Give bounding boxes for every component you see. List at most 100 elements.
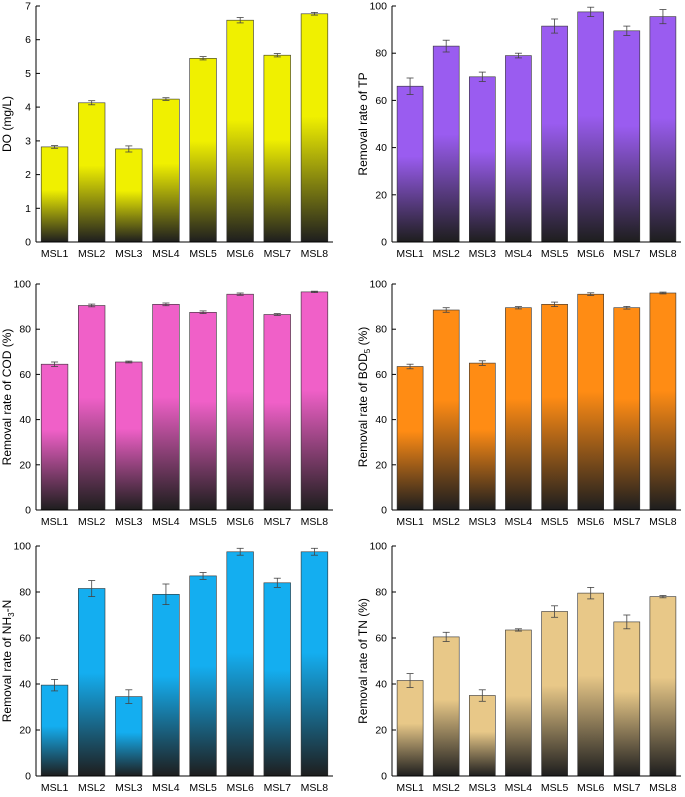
x-tick-label: MSL8 [649, 248, 677, 260]
error-bar-msl4 [514, 628, 522, 632]
error-bar-msl3 [478, 71, 486, 82]
bar-msl4 [505, 307, 532, 511]
bar-msl5 [541, 25, 568, 243]
bar-msl1 [40, 684, 69, 777]
error-bar-msl1 [406, 363, 414, 370]
error-bar-msl6 [587, 587, 595, 600]
error-bar-msl7 [273, 577, 281, 588]
error-bar-msl3 [478, 689, 486, 702]
bar-msl8 [300, 291, 329, 511]
x-tick-label: MSL6 [226, 516, 254, 528]
error-bar-msl4 [162, 583, 170, 605]
bar-msl1 [40, 363, 69, 511]
bar-msl2 [432, 636, 460, 777]
bar-msl1 [396, 85, 424, 243]
bar-msl4 [152, 303, 180, 511]
error-bar-msl8 [310, 547, 318, 556]
x-tick-label: MSL2 [78, 516, 106, 528]
y-tick-label: 80 [375, 48, 387, 60]
bar-msl6 [226, 293, 254, 511]
y-tick-label: 5 [25, 68, 31, 80]
y-tick-label: 80 [375, 587, 387, 599]
error-bar-msl2 [88, 100, 96, 106]
bar-msl8 [300, 13, 329, 243]
x-tick-label: MSL3 [115, 248, 143, 260]
y-tick-label: 0 [381, 237, 387, 249]
error-bar-msl2 [88, 580, 96, 597]
error-bar-msl5 [199, 56, 207, 61]
bar-msl1 [396, 680, 424, 777]
y-tick-label: 60 [375, 369, 387, 381]
x-tick-label: MSL1 [396, 248, 424, 260]
error-bar-msl2 [88, 303, 96, 308]
y-axis-label: Removal rate of TP [356, 72, 370, 175]
x-tick-label: MSL1 [41, 248, 69, 260]
error-bar-msl3 [125, 689, 133, 704]
y-tick-label: 60 [19, 369, 31, 381]
chart-panel-2: MSL1 MSL2 MSL3 MSL4 MSL5 MSL6 MSL7 MSL8 0 20 40 60 8… [356, 1, 681, 260]
bar-msl4 [505, 55, 532, 243]
error-bar-msl4 [162, 97, 170, 101]
y-tick-label: 20 [375, 459, 387, 471]
y-tick-label: 4 [25, 102, 31, 114]
bar-msl7 [263, 582, 291, 777]
x-tick-label: MSL7 [613, 248, 641, 260]
y-tick-label: 80 [19, 324, 31, 336]
error-bar-msl2 [442, 631, 450, 642]
y-tick-label: 7 [25, 1, 31, 13]
y-tick-label: 20 [375, 189, 387, 201]
bar-msl6 [577, 11, 605, 243]
chart-panel-4: MSL1 MSL2 MSL3 MSL4 MSL5 MSL6 MSL7 MSL8 0 20 40 60 8… [356, 279, 681, 528]
x-tick-label: MSL1 [396, 516, 424, 528]
error-bar-msl6 [587, 292, 595, 296]
bar-msl3 [468, 362, 496, 511]
error-bar-msl8 [310, 11, 318, 16]
error-bar-msl1 [51, 361, 59, 367]
x-tick-label: MSL3 [115, 516, 143, 528]
y-tick-label: 100 [369, 1, 387, 13]
x-tick-label: MSL7 [264, 782, 292, 792]
x-tick-label: MSL8 [649, 782, 677, 792]
bar-msl3 [468, 76, 496, 243]
x-tick-label: MSL4 [505, 516, 533, 528]
error-bar-msl2 [442, 307, 450, 313]
error-bar-msl3 [125, 360, 133, 364]
error-bar-msl4 [162, 302, 170, 307]
x-tick-label: MSL2 [78, 782, 106, 792]
x-tick-label: MSL1 [41, 516, 69, 528]
bar-msl4 [505, 629, 532, 777]
error-bar-msl7 [273, 53, 281, 58]
y-axis-label: Removal rate of BOD5 (%) [356, 327, 372, 468]
bar-msl5 [541, 611, 568, 777]
error-bar-msl1 [406, 77, 414, 95]
bar-msl6 [577, 592, 605, 777]
x-tick-label: MSL8 [649, 516, 677, 528]
bar-msl2 [78, 305, 106, 511]
x-tick-label: MSL3 [469, 782, 497, 792]
y-tick-label: 60 [375, 95, 387, 107]
x-tick-label: MSL3 [469, 516, 497, 528]
bar-msl7 [613, 307, 641, 511]
bar-msl2 [432, 309, 460, 511]
x-tick-label: MSL7 [613, 516, 641, 528]
error-bar-msl4 [514, 52, 522, 59]
error-bar-msl4 [514, 306, 522, 310]
x-tick-label: MSL5 [189, 248, 217, 260]
x-tick-label: MSL5 [541, 782, 569, 792]
error-bar-msl5 [551, 605, 559, 618]
x-tick-label: MSL8 [301, 782, 329, 792]
y-tick-label: 100 [369, 279, 387, 291]
y-tick-label: 20 [19, 459, 31, 471]
x-tick-label: MSL5 [189, 516, 217, 528]
y-tick-label: 40 [19, 679, 31, 691]
error-bar-msl7 [623, 614, 631, 630]
y-tick-label: 0 [381, 771, 387, 783]
x-tick-label: MSL6 [226, 782, 254, 792]
x-tick-label: MSL5 [541, 248, 569, 260]
x-tick-label: MSL5 [541, 516, 569, 528]
bar-msl7 [263, 54, 291, 243]
bar-msl6 [577, 293, 605, 511]
error-bar-msl5 [199, 310, 207, 315]
